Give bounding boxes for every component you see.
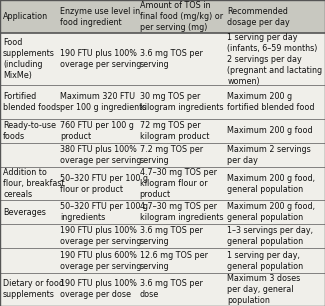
Text: 4.7–30 mg TOS per
kilogram flour or
product: 4.7–30 mg TOS per kilogram flour or prod…: [139, 168, 216, 199]
Text: Food
supplements
(including
MixMe): Food supplements (including MixMe): [3, 38, 55, 80]
Text: Maximum 2 servings
per day: Maximum 2 servings per day: [227, 145, 311, 165]
Text: Amount of TOS in
final food (mg/kg) or
per serving (mg): Amount of TOS in final food (mg/kg) or p…: [139, 1, 223, 32]
Text: 12.6 mg TOS per
serving: 12.6 mg TOS per serving: [139, 251, 207, 271]
Text: Maximum 320 FTU
per 100 g ingredients: Maximum 320 FTU per 100 g ingredients: [60, 92, 146, 112]
Bar: [0, 200, 325, 224]
Text: Ready-to-use
foods: Ready-to-use foods: [3, 121, 56, 141]
Text: Fortified
blended foods: Fortified blended foods: [3, 92, 60, 112]
Text: 3.6 mg TOS per
serving: 3.6 mg TOS per serving: [139, 49, 202, 69]
Bar: [0, 167, 325, 200]
Text: Application: Application: [3, 12, 48, 21]
Text: 760 FTU per 100 g
product: 760 FTU per 100 g product: [60, 121, 134, 141]
Text: Maximum 200 g
fortified blended food: Maximum 200 g fortified blended food: [227, 92, 315, 112]
Bar: [0, 33, 325, 85]
Text: Dietary or food
supplements: Dietary or food supplements: [3, 279, 64, 299]
Bar: [0, 143, 325, 167]
Text: 1 serving per day
(infants, 6–59 months)
2 servings per day
(pregnant and lactat: 1 serving per day (infants, 6–59 months)…: [227, 33, 322, 86]
Text: 190 FTU plus 100%
overage per serving: 190 FTU plus 100% overage per serving: [60, 226, 141, 247]
Text: 7.2 mg TOS per
serving: 7.2 mg TOS per serving: [139, 145, 202, 165]
Text: 3.6 mg TOS per
serving: 3.6 mg TOS per serving: [139, 226, 202, 247]
Text: Beverages: Beverages: [3, 208, 46, 217]
Text: Maximum 200 g food: Maximum 200 g food: [227, 126, 313, 135]
Text: 3.6 mg TOS per
dose: 3.6 mg TOS per dose: [139, 279, 202, 299]
Text: 190 FTU plus 600%
overage per serving: 190 FTU plus 600% overage per serving: [60, 251, 141, 271]
Text: 50–320 FTU per 100 g
ingredients: 50–320 FTU per 100 g ingredients: [60, 202, 148, 222]
Text: 72 mg TOS per
kilogram product: 72 mg TOS per kilogram product: [139, 121, 209, 141]
Text: 4.7–30 mg TOS per
kilogram ingredients: 4.7–30 mg TOS per kilogram ingredients: [139, 202, 223, 222]
Bar: [0, 273, 325, 306]
Text: Enzyme use level in
food ingredient: Enzyme use level in food ingredient: [60, 7, 140, 27]
Bar: [0, 0, 325, 33]
Text: 1 serving per day,
general population: 1 serving per day, general population: [227, 251, 303, 271]
Bar: [0, 248, 325, 273]
Text: 380 FTU plus 100%
overage per serving: 380 FTU plus 100% overage per serving: [60, 145, 141, 165]
Text: 1–3 servings per day,
general population: 1–3 servings per day, general population: [227, 226, 313, 247]
Text: Maximum 200 g food,
general population: Maximum 200 g food, general population: [227, 174, 315, 194]
Text: Maximum 200 g food,
general population: Maximum 200 g food, general population: [227, 202, 315, 222]
Text: 190 FTU plus 100%
overage per dose: 190 FTU plus 100% overage per dose: [60, 279, 137, 299]
Bar: [0, 224, 325, 248]
Text: 190 FTU plus 100%
overage per serving: 190 FTU plus 100% overage per serving: [60, 49, 141, 69]
Bar: [0, 85, 325, 119]
Text: 50–320 FTU per 100 g
flour or product: 50–320 FTU per 100 g flour or product: [60, 174, 148, 194]
Text: Addition to
flour, breakfast
cereals: Addition to flour, breakfast cereals: [3, 168, 65, 199]
Bar: [0, 119, 325, 143]
Text: Recommended
dosage per day: Recommended dosage per day: [227, 7, 290, 27]
Text: 30 mg TOS per
kilogram ingredients: 30 mg TOS per kilogram ingredients: [139, 92, 223, 112]
Text: Maximum 3 doses
per day, general
population: Maximum 3 doses per day, general populat…: [227, 274, 301, 305]
